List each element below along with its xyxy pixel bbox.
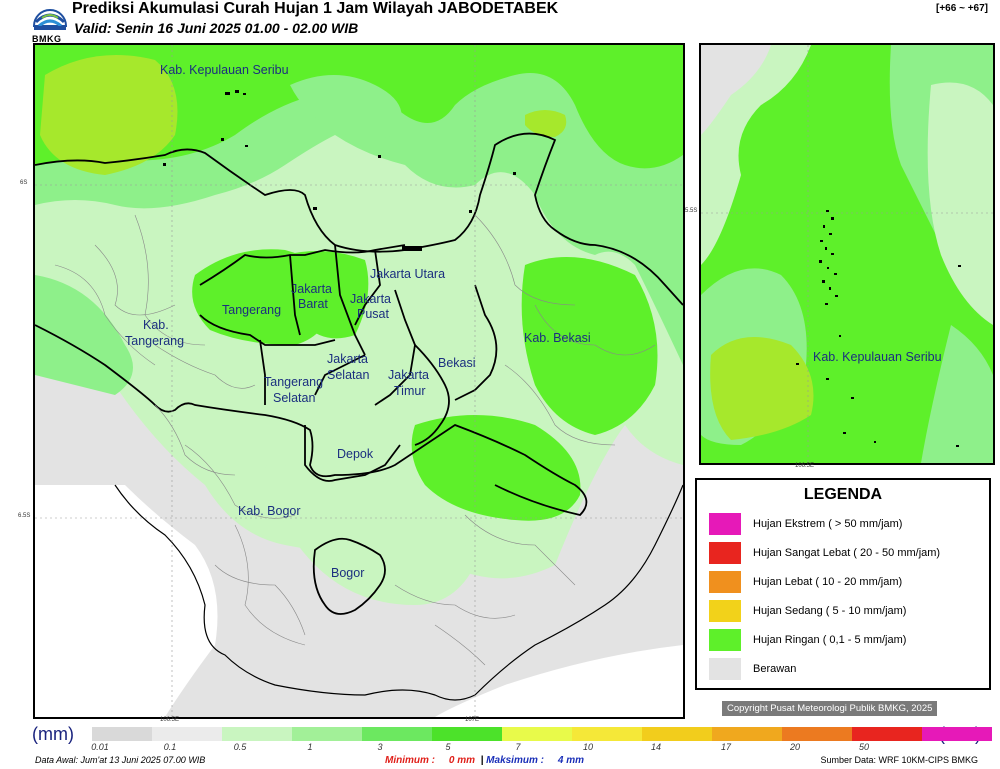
scale-segment [432,727,502,741]
scale-tick: 7 [515,742,521,752]
label-kab-tangerang-1: Kab. [143,318,169,332]
page-title: Prediksi Akumulasi Curah Hujan 1 Jam Wil… [72,0,559,17]
label-jakarta-timur-2: Timur [394,384,425,398]
label-jakarta-selatan-1: Jakarta [327,352,368,366]
label-bekasi: Bekasi [438,356,476,370]
legend-swatch [709,513,741,535]
subdistrict-lines [54,214,656,666]
scale-tick: 14 [650,742,662,752]
scale-tick: 17 [720,742,732,752]
legend-swatch [709,629,741,651]
scale-tick: 10 [582,742,594,752]
scale-segment [642,727,712,741]
scale-tick: 0.01 [91,742,109,752]
legend-item-berawan: Berawan [709,658,796,680]
legend-item-ringan: Hujan Ringan ( 0,1 - 5 mm/jam) [709,629,906,651]
bmkg-logo: BMKG [30,0,70,44]
label-depok: Depok [337,447,374,461]
lat-6s-outer: 6S [20,180,28,186]
label-jakarta-selatan-2: Selatan [327,368,369,382]
legend-label: Hujan Sedang ( 5 - 10 mm/jam) [753,605,907,617]
legend-label: Hujan Lebat ( 10 - 20 mm/jam) [753,576,903,588]
label-kepulauan-seribu: Kab. Kepulauan Seribu [160,63,289,77]
label-jakarta-timur-1: Jakarta [388,368,429,382]
label-jakarta-barat-1: Jakarta [291,282,332,296]
label-jakarta-pusat-1: Jakarta [350,292,391,306]
label-jakarta-utara: Jakarta Utara [370,267,445,281]
scale-segment [712,727,782,741]
maximum-label: Maksimum : [486,755,544,766]
rainfall-zones [35,45,683,605]
label-tangsel-2: Selatan [273,391,315,405]
lon-106-5e: 106.5E [160,717,180,723]
scale-segment [362,727,432,741]
legend-swatch [709,658,741,680]
scale-segment [222,727,292,741]
label-tangerang: Tangerang [222,303,281,317]
data-source: Sumber Data: WRF 10KM-CIPS BMKG [820,755,978,765]
scale-segment [852,727,922,741]
legend-swatch [709,600,741,622]
lon-107e: 107E [465,717,480,723]
scale-tick: 0.1 [163,742,177,752]
scale-unit-left: (mm) [32,724,74,744]
scale-segment [152,727,222,741]
legend-label: Hujan Ringan ( 0,1 - 5 mm/jam) [753,634,907,646]
label-tangsel-1: Tangerang [264,375,323,389]
forecast-hour-code: [+66 ~ +67] [936,3,988,14]
scale-tick: 0.5 [233,742,247,752]
scale-tick: 50 [858,742,870,752]
scale-tick: 1 [307,742,313,752]
legend-item-lebat: Hujan Lebat ( 10 - 20 mm/jam) [709,571,902,593]
maximum-value: 4 mm [557,755,584,766]
minimum-label: Minimum : [385,755,435,766]
scale-tick: 5 [445,742,451,752]
inset-map-kepulauan-seribu: Kab. Kepulauan Seribu [699,43,995,465]
copyright-notice: Copyright Pusat Meteorologi Publik BMKG,… [722,701,938,716]
legend-box: LEGENDA Hujan Ekstrem ( > 50 mm/jam) Huj… [695,478,991,690]
inset-lon-106-5e: 106.5E [795,463,815,469]
legend-label: Hujan Ekstrem ( > 50 mm/jam) [753,518,903,530]
legend-item-sangat-lebat: Hujan Sangat Lebat ( 20 - 50 mm/jam) [709,542,940,564]
inset-label-kepulauan-seribu: Kab. Kepulauan Seribu [813,350,942,364]
scale-segment [292,727,362,741]
boundaries [35,132,683,701]
scale-segment [502,727,572,741]
color-scale-bar [92,727,992,741]
label-kab-tangerang-2: Tangerang [125,334,184,348]
minimum-value: 0 mm [448,755,476,766]
scale-tick: 20 [789,742,801,752]
islands [163,90,516,251]
label-jakarta-barat-2: Barat [298,297,328,311]
data-awal: Data Awal: Jum'at 13 Juni 2025 07.00 WIB [35,755,206,765]
scale-segment [92,727,152,741]
legend-item-sedang: Hujan Sedang ( 5 - 10 mm/jam) [709,600,906,622]
scale-segment [922,727,992,741]
logo-text: BMKG [32,34,62,44]
legend-swatch [709,542,741,564]
legend-label: Berawan [753,663,797,675]
label-kab-bekasi: Kab. Bekasi [524,331,591,345]
label-bogor: Bogor [331,566,364,580]
legend-title: LEGENDA [803,486,883,503]
label-kab-bogor: Kab. Bogor [238,504,301,518]
main-rainfall-map: Kab. Kepulauan Seribu Jakarta Utara Jaka… [33,43,685,719]
scale-tick: 3 [377,742,383,752]
inset-lat-5-5s: 5.5S [685,208,698,214]
lat-6-5s-outer: 6.5S [18,513,31,519]
legend-item-ekstrem: Hujan Ekstrem ( > 50 mm/jam) [709,513,902,535]
label-jakarta-pusat-2: Pusat [357,307,389,321]
scale-segment [572,727,642,741]
valid-period: Valid: Senin 16 Juni 2025 01.00 - 02.00 … [74,20,359,36]
min-max-summary: Minimum : 0 mm | Maksimum : 4 mm [385,755,584,766]
legend-label: Hujan Sangat Lebat ( 20 - 50 mm/jam) [753,547,941,559]
legend-swatch [709,571,741,593]
scale-segment [782,727,852,741]
